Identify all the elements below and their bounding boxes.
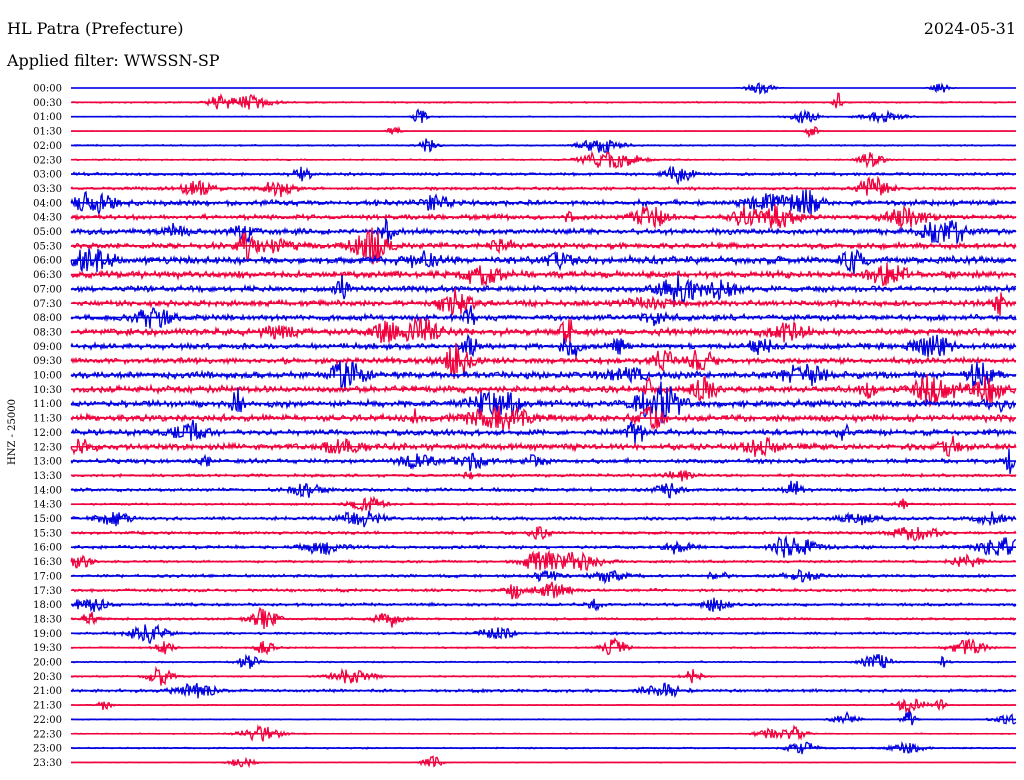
time-label: 20:00 [33,658,62,669]
time-label: 06:00 [33,256,62,267]
time-label: 09:30 [33,356,62,367]
trace-line [70,360,1017,392]
time-label: 12:30 [33,442,62,453]
time-label: 12:00 [33,428,62,439]
trace-line [70,316,1017,344]
time-label: 23:30 [33,758,62,769]
time-label: 15:30 [33,528,62,539]
time-label: 18:30 [33,614,62,625]
time-label: 02:30 [33,155,62,166]
trace-line [70,709,1017,726]
time-label: 17:30 [33,586,62,597]
time-label: 08:00 [33,313,62,324]
time-label: 00:00 [33,84,62,95]
trace-line [70,248,1017,275]
trace-line [70,755,1017,769]
time-label: 14:00 [33,485,62,496]
filter-label: Applied filter: WWSSN-SP [7,51,220,70]
time-label: 21:30 [33,701,62,712]
trace-line [70,698,1017,714]
time-label: 05:00 [33,227,62,238]
time-label: 19:30 [33,643,62,654]
trace-line [70,636,1017,656]
time-label: 00:30 [33,98,62,109]
time-label: 22:00 [33,715,62,726]
trace-line [70,305,1017,329]
time-label: 04:30 [33,213,62,224]
time-label: 05:30 [33,241,62,252]
time-label: 14:30 [33,500,62,511]
time-label: 08:30 [33,327,62,338]
time-label: 11:00 [33,399,62,410]
time-label: 03:30 [33,184,62,195]
time-label: 01:30 [33,127,62,138]
time-label: 03:00 [33,170,62,181]
time-label: 16:00 [33,543,62,554]
time-label: 09:00 [33,342,62,353]
time-label: 22:30 [33,729,62,740]
trace-line [71,92,1017,110]
time-label: 11:30 [33,414,62,425]
time-label: 16:30 [33,557,62,568]
time-label: 01:00 [33,112,62,123]
trace-line [70,175,1017,198]
time-label: 15:00 [33,514,62,525]
time-label: 06:30 [33,270,62,281]
trace-line [70,526,1017,542]
time-label: 19:00 [33,629,62,640]
time-label: 04:00 [33,198,62,209]
station-title: HL Patra (Prefecture) [7,19,184,38]
time-label: 07:00 [33,284,62,295]
time-label: 20:30 [33,672,62,683]
time-label: 10:30 [33,385,62,396]
time-label: 02:00 [33,141,62,152]
time-label: 18:00 [33,600,62,611]
time-label: 07:30 [33,299,62,310]
trace-line [70,288,1017,317]
time-label: 13:30 [33,471,62,482]
trace-line [70,381,1017,424]
time-label: 13:00 [33,457,62,468]
time-label: 17:00 [33,571,62,582]
time-label: 21:00 [33,686,62,697]
time-label: 23:00 [33,744,62,755]
time-label: 10:00 [33,371,62,382]
date-label: 2024-05-31 [923,19,1016,38]
